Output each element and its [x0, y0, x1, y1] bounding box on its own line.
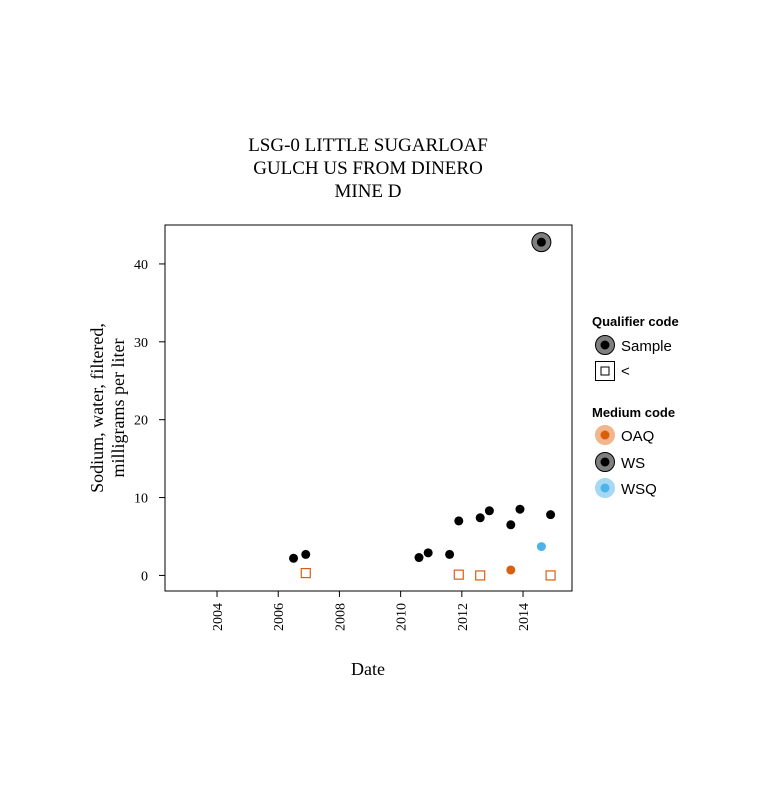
- chart-title-line-3: MINE D: [334, 181, 401, 202]
- x-axis: 2004 2006 2008 2010 2012 2014: [211, 591, 532, 631]
- data-point: [445, 549, 455, 559]
- y-tick-label: 10: [134, 492, 148, 507]
- legend-less-than-symbol: [600, 366, 610, 376]
- data-point: [423, 548, 433, 558]
- data-point-less-than: [300, 567, 311, 579]
- data-point: [301, 549, 311, 559]
- legend-wsq-symbol: [600, 483, 610, 493]
- legend-qualifier-title: Qualifier code: [592, 314, 679, 329]
- legend-sample-label: Sample: [621, 338, 672, 355]
- chart-title-line-2: GULCH US FROM DINERO: [253, 158, 483, 179]
- data-point: [546, 510, 556, 520]
- data-point-less-than: [545, 570, 556, 581]
- chart-title-line-1: LSG-0 LITTLE SUGARLOAF: [248, 135, 488, 156]
- data-point-less-than: [475, 570, 486, 581]
- legend-ws-label: WS: [621, 455, 645, 472]
- x-axis-title: Date: [351, 659, 385, 679]
- series-ws-sample: [289, 232, 556, 563]
- series-oaq-sample: [506, 565, 516, 575]
- legend-ws-symbol: [600, 457, 610, 467]
- data-point: [475, 513, 485, 523]
- y-tick-label: 40: [134, 258, 148, 273]
- x-tick-label: 2008: [333, 603, 348, 631]
- x-tick-label: 2012: [456, 603, 471, 631]
- plot-frame: [164, 224, 573, 592]
- legend-less-than-label: <: [621, 363, 630, 380]
- legend-less-than-frame: [595, 361, 615, 381]
- x-tick-label: 2006: [272, 603, 287, 631]
- y-tick-label: 20: [134, 414, 148, 429]
- legend-oaq-label: OAQ: [621, 428, 654, 445]
- y-axis-title: Sodium, water, filtered, milligrams per …: [87, 323, 128, 493]
- y-axis-title-line-2: milligrams per liter: [108, 339, 128, 478]
- data-point: [506, 565, 516, 575]
- series-oaq-less-than: [300, 567, 556, 581]
- data-point: [454, 516, 464, 526]
- data-point: [536, 542, 546, 552]
- data-point: [515, 504, 525, 514]
- legend-wsq-label: WSQ: [621, 481, 657, 498]
- legend-sample-symbol-core: [600, 340, 610, 350]
- data-point-less-than: [453, 569, 464, 580]
- data-point: [289, 553, 299, 563]
- y-tick-label: 30: [134, 336, 148, 351]
- data-points: [289, 232, 556, 581]
- y-tick-label: 0: [141, 569, 148, 584]
- data-point: [484, 506, 494, 516]
- y-axis: 0 10 20 30 40: [134, 258, 165, 584]
- x-tick-label: 2010: [395, 603, 410, 631]
- legend-medium-title: Medium code: [592, 405, 675, 420]
- legend-oaq-symbol: [600, 430, 610, 440]
- legend: Qualifier code Sample < Medium code OAQ …: [592, 314, 679, 498]
- data-point: [506, 520, 516, 530]
- y-axis-title-line-1: Sodium, water, filtered,: [87, 323, 107, 493]
- data-point: [536, 237, 546, 247]
- x-tick-label: 2014: [517, 603, 532, 631]
- data-point: [414, 553, 424, 563]
- series-wsq-sample: [536, 542, 546, 552]
- x-tick-label: 2004: [211, 603, 226, 631]
- chart-title: LSG-0 LITTLE SUGARLOAF GULCH US FROM DIN…: [248, 135, 488, 202]
